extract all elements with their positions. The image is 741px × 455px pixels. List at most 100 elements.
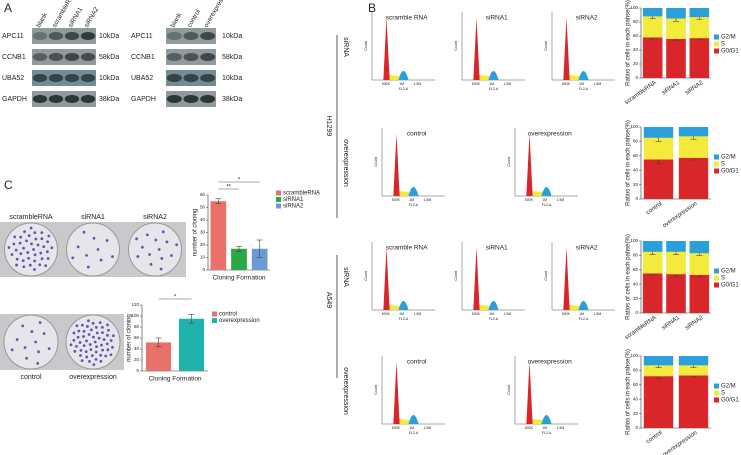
- x-tick-label: overexpression: [662, 430, 699, 455]
- colony: [47, 234, 51, 238]
- y-tick-label: 80: [633, 368, 639, 373]
- legend-swatch: [276, 190, 281, 196]
- hist-g2m-peak: [541, 415, 552, 424]
- cell-line-label: H1299: [325, 116, 332, 137]
- legend-swatch: [714, 383, 719, 389]
- colony: [100, 325, 104, 329]
- y-tick-label: 0: [202, 267, 205, 272]
- colony: [69, 343, 73, 347]
- colony: [154, 238, 158, 242]
- colony: [105, 342, 109, 346]
- bar-segment: [642, 251, 663, 274]
- row-label: overexpression: [342, 367, 349, 415]
- colony: [88, 343, 92, 346]
- colony: [19, 252, 23, 256]
- colony: [92, 335, 95, 339]
- hist-x-tick: 1M: [399, 82, 404, 86]
- hist-x-label: FL2-A: [542, 203, 552, 207]
- hist-x-tick: 500K: [562, 312, 571, 316]
- blot-strip: [32, 49, 96, 65]
- sample-label: overexpression: [528, 131, 572, 138]
- colony: [23, 230, 26, 234]
- colony: [25, 239, 28, 243]
- legend-swatch: [714, 168, 719, 174]
- x-tick-label: siRNA1: [661, 80, 682, 97]
- y-tick-label: 60: [200, 192, 206, 197]
- colony: [71, 256, 75, 260]
- bar-segment: [666, 8, 686, 19]
- hist-x-tick: 1M: [399, 312, 404, 316]
- hist-s-phase: [389, 75, 401, 80]
- hist-s-phase: [399, 419, 411, 424]
- colony: [160, 257, 164, 260]
- protein-label: APC11: [2, 33, 24, 40]
- colony: [106, 348, 110, 352]
- colony: [82, 335, 85, 338]
- colony: [149, 262, 153, 266]
- colony: [36, 243, 40, 247]
- colony: [33, 231, 37, 235]
- hist-x-tick: 1M: [489, 82, 494, 86]
- x-tick-label: control: [645, 201, 663, 216]
- colony: [22, 246, 25, 250]
- legend-swatch: [714, 397, 719, 403]
- y-tick-label: 20: [633, 296, 639, 301]
- protein-label: UBA52: [2, 75, 24, 82]
- hist-x-tick: 1M: [409, 198, 414, 202]
- size-label: 38kDa: [99, 96, 119, 103]
- y-tick-label: 100: [630, 353, 638, 358]
- blot-strip: [32, 70, 96, 86]
- y-tick-label: 60: [633, 267, 639, 272]
- hist-g1-peak: [383, 17, 390, 80]
- colony: [141, 245, 144, 249]
- legend-label: G2/M: [721, 269, 736, 275]
- colony: [101, 348, 105, 352]
- bar: [145, 342, 172, 371]
- blot-band: [183, 95, 199, 103]
- colony: [30, 330, 34, 333]
- colony: [14, 248, 18, 252]
- protein-label: GAPDH: [2, 96, 27, 103]
- colony: [159, 267, 163, 271]
- protein-label: UBA52: [131, 75, 153, 82]
- hist-x-tick: 1M: [542, 198, 547, 202]
- hist-x-tick: 1.5M: [556, 198, 564, 202]
- dish: [66, 222, 120, 277]
- legend-swatch: [714, 48, 719, 54]
- protein-label: GAPDH: [131, 96, 156, 103]
- y-tick-label: 40: [134, 346, 140, 351]
- protein-label: APC11: [131, 33, 153, 40]
- hist-y-label: Count: [454, 271, 458, 280]
- colony: [104, 354, 108, 358]
- sample-label: siRNA1: [486, 245, 508, 252]
- colony: [13, 235, 17, 239]
- photo-label: scrambleRNA: [9, 214, 53, 221]
- hist-x-label: FL2-A: [542, 431, 552, 435]
- legend-label: G0/G1: [721, 169, 739, 175]
- y-tick-label: 0: [136, 368, 139, 373]
- legend-label: scrambleRNA: [283, 191, 320, 197]
- size-label: 38kDa: [222, 96, 242, 103]
- colony: [29, 226, 33, 230]
- blot-band: [64, 74, 80, 82]
- hist-x-tick: 1.5M: [423, 198, 431, 202]
- bar-segment: [642, 273, 663, 313]
- hist-g2m-peak: [398, 301, 409, 310]
- y-tick-label: 0: [635, 310, 638, 315]
- hist-g2m-peak: [408, 187, 419, 196]
- y-tick-label: 100: [630, 5, 638, 10]
- colony: [87, 319, 90, 323]
- hist-g1-peak: [526, 133, 533, 196]
- colony: [25, 356, 29, 360]
- y-tick-label: 120: [131, 302, 139, 307]
- bar-segment: [642, 241, 663, 252]
- colony: [107, 328, 110, 332]
- hist-y-label: Count: [544, 271, 548, 280]
- colony: [92, 363, 96, 367]
- hist-x-tick: 1.5M: [593, 82, 601, 86]
- hist-g2m-peak: [578, 71, 589, 80]
- sample-label: control: [407, 131, 427, 138]
- legend-label: S: [721, 42, 725, 48]
- hist-x-tick: 500K: [525, 426, 534, 430]
- colony: [40, 257, 44, 261]
